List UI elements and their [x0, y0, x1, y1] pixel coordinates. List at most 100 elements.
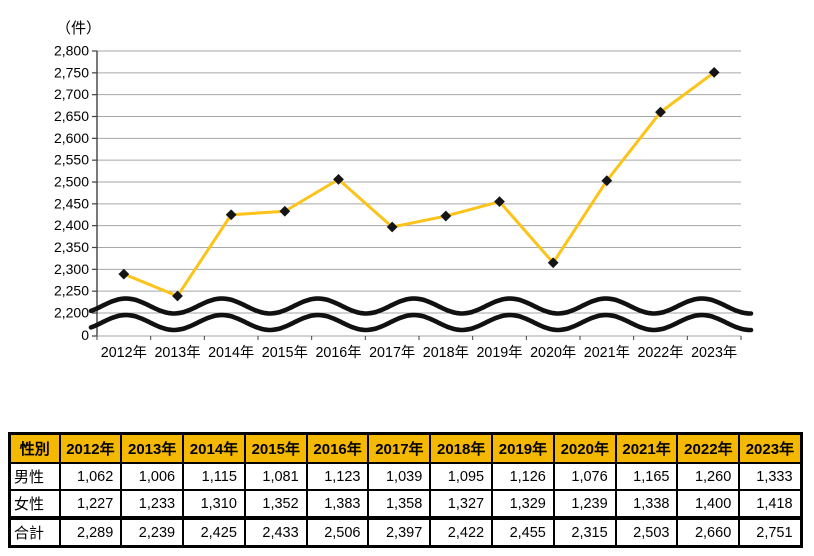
y-tick-label: 2,550	[54, 152, 89, 168]
header-cell-year: 2015年	[243, 432, 308, 464]
value-cell: 1,126	[491, 462, 555, 491]
value-cell: 2,751	[738, 516, 803, 548]
y-tick-label: 2,600	[54, 130, 89, 146]
x-tick-label: 2012年	[101, 344, 147, 361]
data-point-marker	[279, 205, 291, 217]
y-tick-label: 2,750	[54, 64, 89, 80]
x-tick-label: 2021年	[584, 344, 630, 361]
y-tick-label: 2,650	[54, 108, 89, 124]
value-cell: 1,352	[243, 489, 308, 519]
x-tick-label: 2016年	[315, 344, 361, 361]
x-tick-label: 2022年	[637, 344, 683, 361]
x-tick-label: 2023年	[691, 344, 737, 361]
data-point-marker	[708, 66, 720, 78]
x-tick-label: 2018年	[423, 344, 469, 361]
data-point-marker	[118, 268, 130, 280]
value-cell: 2,433	[243, 516, 308, 548]
header-cell-year: 2022年	[676, 432, 741, 464]
value-cell: 1,418	[738, 489, 803, 519]
value-cell: 2,506	[305, 516, 370, 548]
y-tick-label: 2,350	[54, 239, 89, 255]
y-tick-label: 2,700	[54, 86, 89, 102]
value-cell: 1,039	[367, 462, 432, 491]
y-tick-label: 2,800	[54, 43, 89, 59]
x-tick-label: 2019年	[476, 344, 522, 361]
value-cell: 2,425	[182, 516, 246, 548]
line-chart-section: 0 2,200 2,250 2,300 2,350 2,400 2,450 2,500 2,55…	[54, 20, 754, 361]
data-point-marker	[172, 290, 183, 302]
value-cell: 2,422	[429, 516, 494, 548]
row-label-cell: 合計	[8, 516, 61, 548]
header-cell-year: 2023年	[738, 432, 803, 464]
value-cell: 2,503	[614, 516, 679, 548]
header-cell-year: 2013年	[120, 432, 185, 464]
value-cell: 1,260	[676, 462, 741, 491]
total-cases-line-chart: 0 2,200 2,250 2,300 2,350 2,400 2,450 2,500 2,55…	[54, 43, 754, 361]
value-cell: 1,227	[58, 489, 123, 519]
y-axis-unit-label: （件）	[56, 20, 102, 37]
data-table-section: 性別 2012年 2013年 2014年 2015年 2016年 2017年 2018年 201…	[8, 432, 806, 548]
value-cell: 2,315	[552, 516, 617, 548]
table-header-row: 性別 2012年 2013年 2014年 2015年 2016年 2017年 2018年 201…	[8, 432, 803, 464]
value-cell: 1,333	[738, 462, 803, 491]
value-cell: 1,081	[243, 462, 308, 491]
series-line-total	[122, 70, 716, 298]
y-tick-label: 2,450	[54, 195, 89, 211]
data-point-marker	[440, 210, 452, 222]
y-tick-label: 2,400	[54, 217, 89, 233]
value-cell: 1,233	[120, 489, 185, 519]
value-cell: 2,289	[58, 516, 123, 548]
y-tick-label: 2,500	[54, 174, 89, 190]
value-cell: 1,400	[676, 489, 741, 519]
header-cell-year: 2018年	[429, 432, 494, 464]
value-cell: 1,062	[58, 462, 123, 491]
y-tick-label: 2,200	[54, 305, 89, 321]
x-tick-label: 2014年	[208, 344, 254, 361]
data-point-marker	[547, 257, 559, 269]
value-cell: 1,095	[429, 462, 494, 491]
value-cell: 1,358	[367, 489, 432, 519]
axis-break-wave	[88, 312, 754, 333]
value-cell: 1,115	[182, 462, 246, 491]
value-cell: 1,383	[305, 489, 370, 519]
data-point-marker	[386, 221, 398, 233]
header-cell-year: 2021年	[614, 432, 679, 464]
x-tick-label: 2013年	[154, 344, 200, 361]
x-tick-label: 2015年	[262, 344, 308, 361]
gender-by-year-table: 性別 2012年 2013年 2014年 2015年 2016年 2017年 2018年 201…	[8, 432, 803, 548]
header-cell-year: 2012年	[58, 432, 123, 464]
value-cell: 1,239	[552, 489, 617, 519]
data-point-marker	[655, 106, 666, 118]
table-row: 男性 1,062 1,006 1,115 1,081 1,123 1,039 1,095 1,1…	[8, 462, 803, 491]
value-cell: 1,006	[120, 462, 185, 491]
value-cell: 1,076	[552, 462, 617, 491]
value-cell: 2,239	[120, 516, 185, 548]
value-cell: 1,123	[305, 462, 370, 491]
row-label-cell: 女性	[8, 489, 61, 519]
data-point-marker	[333, 173, 344, 185]
row-label-cell: 男性	[8, 462, 61, 491]
value-cell: 1,165	[614, 462, 679, 491]
value-cell: 1,329	[491, 489, 555, 519]
x-tick-label: 2017年	[369, 344, 415, 361]
data-point-marker	[601, 175, 613, 187]
value-cell: 1,338	[614, 489, 679, 519]
axis-break-wave	[88, 296, 754, 316]
header-cell-year: 2020年	[552, 432, 617, 464]
value-cell: 2,455	[491, 516, 555, 548]
data-point-marker	[494, 196, 505, 208]
header-cell-gender: 性別	[8, 432, 61, 464]
y-tick-label: 2,250	[54, 283, 89, 299]
header-cell-year: 2016年	[305, 432, 370, 464]
header-cell-year: 2017年	[367, 432, 432, 464]
header-cell-year: 2014年	[182, 432, 246, 464]
value-cell: 2,397	[367, 516, 432, 548]
value-cell: 1,310	[182, 489, 246, 519]
value-cell: 1,327	[429, 489, 494, 519]
header-cell-year: 2019年	[491, 432, 555, 464]
value-cell: 2,660	[676, 516, 741, 548]
y-tick-label: 0	[81, 327, 89, 343]
table-row: 女性 1,227 1,233 1,310 1,352 1,383 1,358 1,327 1,3…	[8, 489, 803, 519]
x-tick-label: 2020年	[530, 344, 576, 361]
table-row-total: 合計 2,289 2,239 2,425 2,433 2,506 2,397 2,422 2,4…	[8, 516, 803, 548]
